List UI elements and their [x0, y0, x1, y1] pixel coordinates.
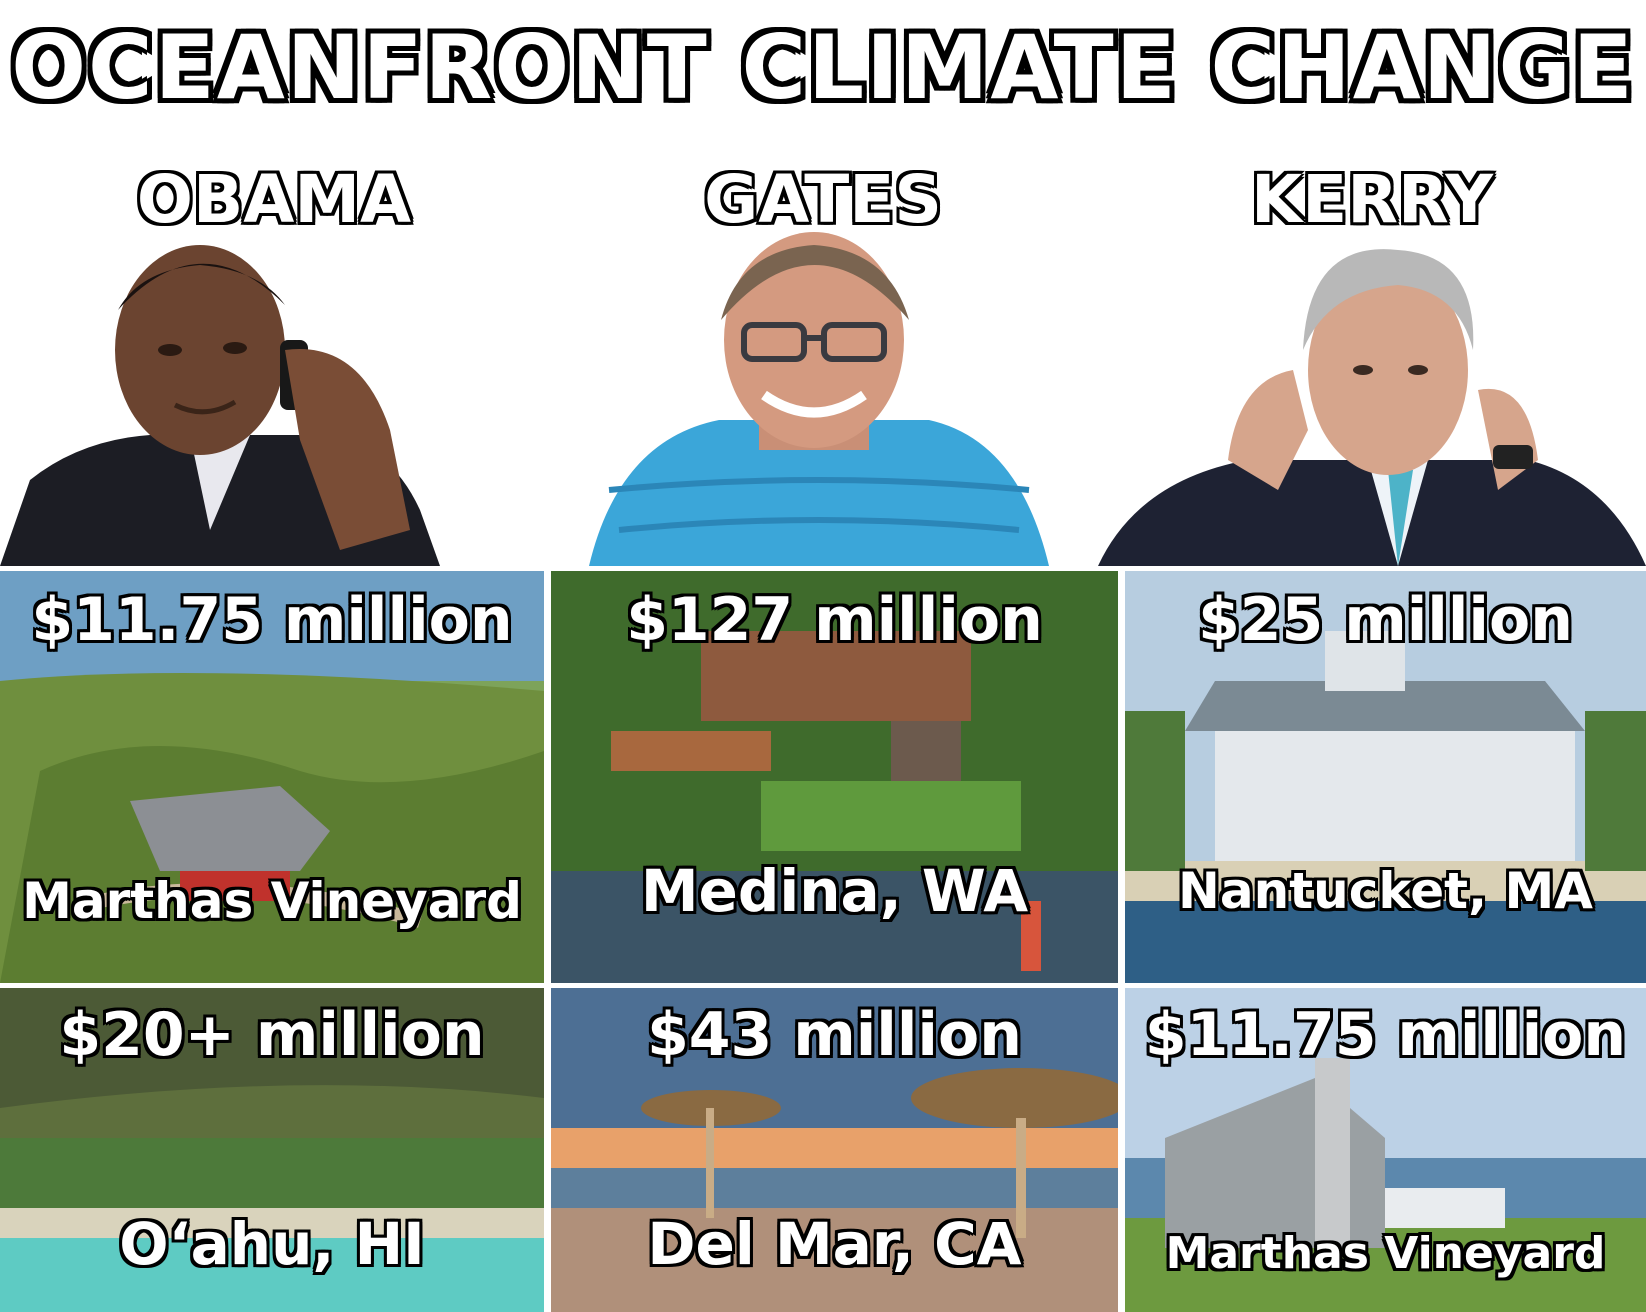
home-price: $127 million: [626, 585, 1043, 655]
home-location: Nantucket, MA: [1178, 862, 1593, 920]
home-price: $25 million: [1198, 585, 1573, 655]
home-price: $11.75 million: [1144, 1000, 1627, 1070]
home-price: $11.75 million: [31, 585, 513, 655]
page-title: OCEANFRONT CLIMATE CHANGE: [11, 16, 1635, 119]
home-tile-obama-2: $20+ million O‘ahu, HI: [0, 988, 544, 1312]
home-tile-kerry-3: $11.75 million Marthas Vineyard: [1125, 988, 1646, 1312]
home-location: Marthas Vineyard: [22, 872, 522, 930]
portrait-kerry: [1098, 230, 1646, 566]
home-location: O‘ahu, HI: [119, 1210, 425, 1278]
portrait-gates: [549, 230, 1097, 566]
home-location: Marthas Vineyard: [1165, 1228, 1606, 1279]
name-label-gates: GATES: [704, 161, 942, 238]
portrait-obama: [0, 230, 548, 566]
home-price: $43 million: [647, 1000, 1022, 1070]
home-price: $20+ million: [59, 1000, 485, 1070]
name-label-kerry: KERRY: [1250, 161, 1494, 238]
home-tile-kerry-2: $43 million Del Mar, CA: [551, 988, 1118, 1312]
home-tile-gates: $127 million Medina, WA: [551, 571, 1118, 983]
home-tile-kerry-1: $25 million Nantucket, MA: [1125, 571, 1646, 983]
home-tile-obama-1: $11.75 million Marthas Vineyard: [0, 571, 544, 983]
home-location: Del Mar, CA: [647, 1210, 1022, 1278]
home-location: Medina, WA: [640, 857, 1029, 925]
name-label-obama: OBAMA: [136, 161, 412, 238]
